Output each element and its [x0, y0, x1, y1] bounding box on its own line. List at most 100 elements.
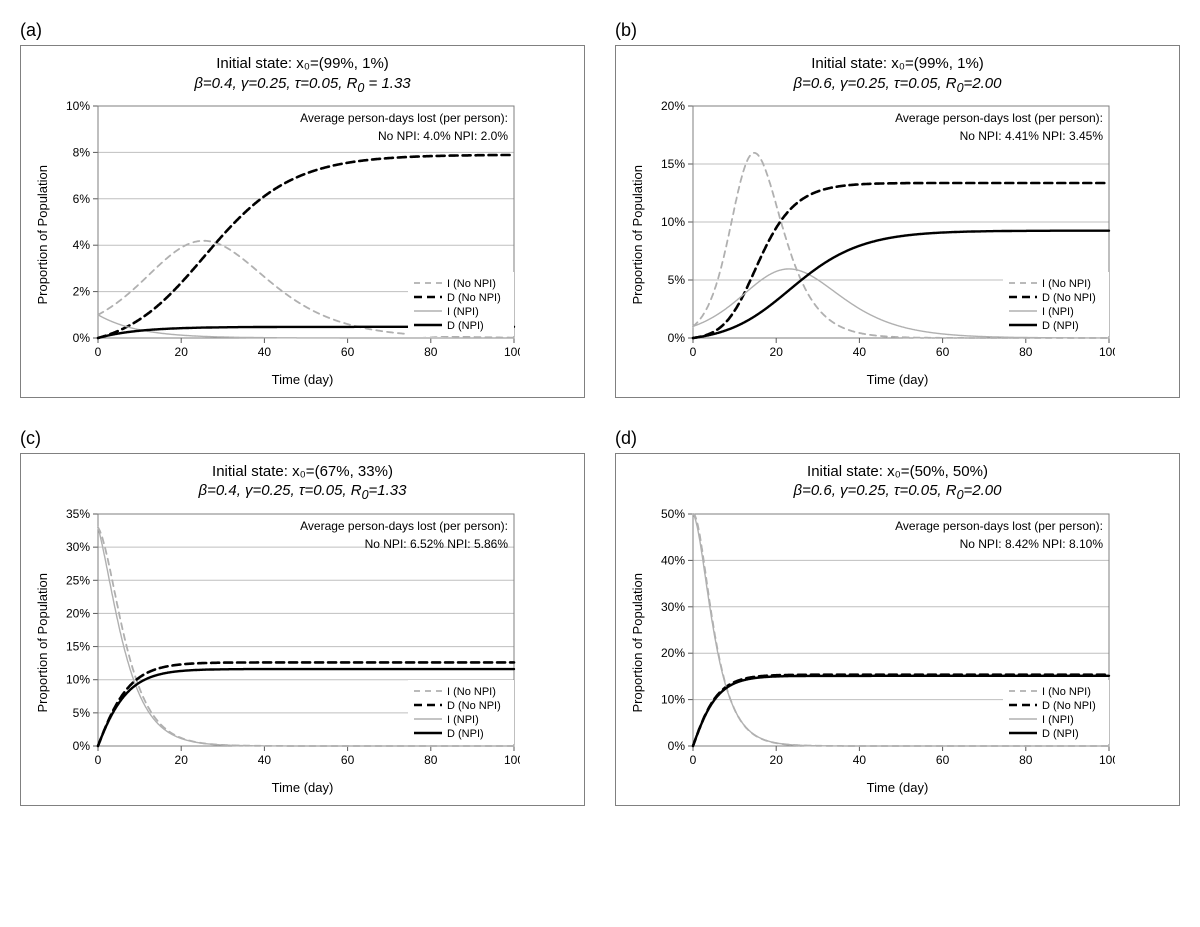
svg-text:8%: 8%	[73, 145, 91, 159]
svg-text:20: 20	[175, 345, 189, 359]
plot-b: 0% 5% 10% 15% 20% 0 20 40 60 80 100 Average person-…	[645, 100, 1115, 370]
panel-label-a: (a)	[20, 20, 585, 41]
chart-title-b-line2: β=0.6, γ=0.25, τ=0.05, R0=2.00	[628, 74, 1167, 96]
svg-text:25%: 25%	[66, 573, 90, 587]
panel-a: (a) Initial state: x₀=(99%, 1%) β=0.4, γ…	[20, 20, 585, 398]
svg-text:0: 0	[95, 753, 102, 767]
panel-c: (c) Initial state: x₀=(67%, 33%) β=0.4, …	[20, 428, 585, 806]
svg-text:10%: 10%	[661, 215, 685, 229]
svg-text:0%: 0%	[668, 739, 686, 753]
svg-text:5%: 5%	[668, 273, 686, 287]
panel-d: (d) Initial state: x₀=(50%, 50%) β=0.6, …	[615, 428, 1180, 806]
chart-title-d-line1: Initial state: x₀=(50%, 50%)	[628, 462, 1167, 482]
svg-text:40: 40	[853, 753, 867, 767]
svg-text:60: 60	[341, 345, 355, 359]
plot-a: 0% 2% 4% 6% 8% 10% 0 20 40 60 80 100 Average person-…	[50, 100, 520, 370]
svg-text:80: 80	[1019, 345, 1033, 359]
svg-text:20: 20	[770, 345, 784, 359]
chart-title-d-line2: β=0.6, γ=0.25, τ=0.05, R0=2.00	[628, 481, 1167, 503]
svg-text:60: 60	[341, 753, 355, 767]
svg-text:35%: 35%	[66, 508, 90, 521]
svg-text:10%: 10%	[66, 672, 90, 686]
svg-text:50%: 50%	[661, 508, 685, 521]
svg-text:I (No NPI): I (No NPI)	[447, 278, 496, 290]
svg-text:40: 40	[258, 753, 272, 767]
svg-text:Average person-days lost (per: Average person-days lost (per person):	[895, 519, 1103, 533]
panel-b: (b) Initial state: x₀=(99%, 1%) β=0.6, γ…	[615, 20, 1180, 398]
svg-text:No NPI: 4.0% NPI: 2.0%: No NPI: 4.0% NPI: 2.0%	[378, 129, 508, 143]
svg-text:4%: 4%	[73, 238, 91, 252]
svg-text:40%: 40%	[661, 553, 685, 567]
svg-text:100: 100	[504, 345, 520, 359]
svg-text:Average person-days lost (per: Average person-days lost (per person):	[895, 111, 1103, 125]
svg-text:100: 100	[1099, 345, 1115, 359]
svg-text:No NPI: 4.41% NPI: 3.45: No NPI: 4.41% NPI: 3.45%	[960, 129, 1104, 143]
svg-text:10%: 10%	[661, 692, 685, 706]
svg-text:30%: 30%	[66, 540, 90, 554]
plot-c: 0%5%10%15%20%25%30%35%020406080100Averag…	[50, 508, 520, 778]
svg-text:0: 0	[95, 345, 102, 359]
svg-text:I (NPI): I (NPI)	[1042, 714, 1074, 726]
svg-text:I (NPI): I (NPI)	[447, 306, 479, 318]
svg-text:40: 40	[853, 345, 867, 359]
svg-text:0: 0	[690, 753, 697, 767]
xlabel-c: Time (day)	[33, 780, 572, 795]
svg-text:20: 20	[175, 753, 189, 767]
chart-frame-c: Initial state: x₀=(67%, 33%) β=0.4, γ=0.…	[20, 453, 585, 806]
svg-text:Average person-days lost (per: Average person-days lost (per person):	[300, 111, 508, 125]
chart-frame-d: Initial state: x₀=(50%, 50%) β=0.6, γ=0.…	[615, 453, 1180, 806]
panel-label-b: (b)	[615, 20, 1180, 41]
svg-text:100: 100	[1099, 753, 1115, 767]
svg-text:D (No NPI): D (No NPI)	[1042, 700, 1096, 712]
chart-title-c: Initial state: x₀=(67%, 33%) β=0.4, γ=0.…	[33, 462, 572, 504]
panel-label-d: (d)	[615, 428, 1180, 449]
plot-d: 0% 10% 20% 30% 40% 50% 0 20 40 60 80 100 Average per…	[645, 508, 1115, 778]
chart-title-d: Initial state: x₀=(50%, 50%) β=0.6, γ=0.…	[628, 462, 1167, 504]
chart-frame-b: Initial state: x₀=(99%, 1%) β=0.6, γ=0.2…	[615, 45, 1180, 398]
xlabel-a: Time (day)	[33, 372, 572, 387]
ylabel-d: Proportion of Population	[628, 573, 645, 712]
ylabel-c: Proportion of Population	[33, 573, 50, 712]
svg-text:60: 60	[936, 753, 950, 767]
chart-frame-a: Initial state: x₀=(99%, 1%) β=0.4, γ=0.2…	[20, 45, 585, 398]
svg-text:I (NPI): I (NPI)	[1042, 306, 1074, 318]
svg-text:D (NPI): D (NPI)	[1042, 728, 1079, 740]
svg-text:80: 80	[424, 753, 438, 767]
svg-text:D (NPI): D (NPI)	[1042, 320, 1079, 332]
svg-text:20: 20	[770, 753, 784, 767]
chart-title-a-line2: β=0.4, γ=0.25, τ=0.05, R0 = 1.33	[33, 74, 572, 96]
chart-title-b: Initial state: x₀=(99%, 1%) β=0.6, γ=0.2…	[628, 54, 1167, 96]
panel-label-c: (c)	[20, 428, 585, 449]
svg-text:0: 0	[690, 345, 697, 359]
svg-text:30%: 30%	[661, 599, 685, 613]
svg-text:80: 80	[1019, 753, 1033, 767]
chart-title-a-line1: Initial state: x₀=(99%, 1%)	[33, 54, 572, 74]
chart-grid: (a) Initial state: x₀=(99%, 1%) β=0.4, γ…	[20, 20, 1180, 806]
svg-text:5%: 5%	[73, 705, 91, 719]
svg-text:No NPI: 8.42% NPI: 8.10: No NPI: 8.42% NPI: 8.10%	[960, 537, 1104, 551]
svg-text:I (No NPI): I (No NPI)	[1042, 278, 1091, 290]
svg-text:15%: 15%	[66, 639, 90, 653]
svg-text:0%: 0%	[73, 739, 91, 753]
svg-text:I (No NPI): I (No NPI)	[1042, 686, 1091, 698]
svg-text:60: 60	[936, 345, 950, 359]
svg-text:Average person-days lost (per: Average person-days lost (per person):	[300, 519, 508, 533]
xlabel-d: Time (day)	[628, 780, 1167, 795]
svg-text:20%: 20%	[661, 646, 685, 660]
svg-text:40: 40	[258, 345, 272, 359]
svg-text:80: 80	[424, 345, 438, 359]
svg-text:6%: 6%	[73, 192, 91, 206]
svg-text:0%: 0%	[668, 331, 686, 345]
svg-text:10%: 10%	[66, 100, 90, 113]
svg-text:20%: 20%	[661, 100, 685, 113]
svg-text:0%: 0%	[73, 331, 91, 345]
svg-text:D (No NPI): D (No NPI)	[447, 700, 501, 712]
chart-title-c-line2: β=0.4, γ=0.25, τ=0.05, R0=1.33	[33, 481, 572, 503]
svg-text:15%: 15%	[661, 157, 685, 171]
chart-title-c-line1: Initial state: x₀=(67%, 33%)	[33, 462, 572, 482]
svg-text:I (NPI): I (NPI)	[447, 714, 479, 726]
svg-text:No NPI: 6.52% NPI: 5.86: No NPI: 6.52% NPI: 5.86%	[365, 537, 509, 551]
svg-text:D (No NPI): D (No NPI)	[447, 292, 501, 304]
svg-text:2%: 2%	[73, 284, 91, 298]
ylabel-b: Proportion of Population	[628, 165, 645, 304]
